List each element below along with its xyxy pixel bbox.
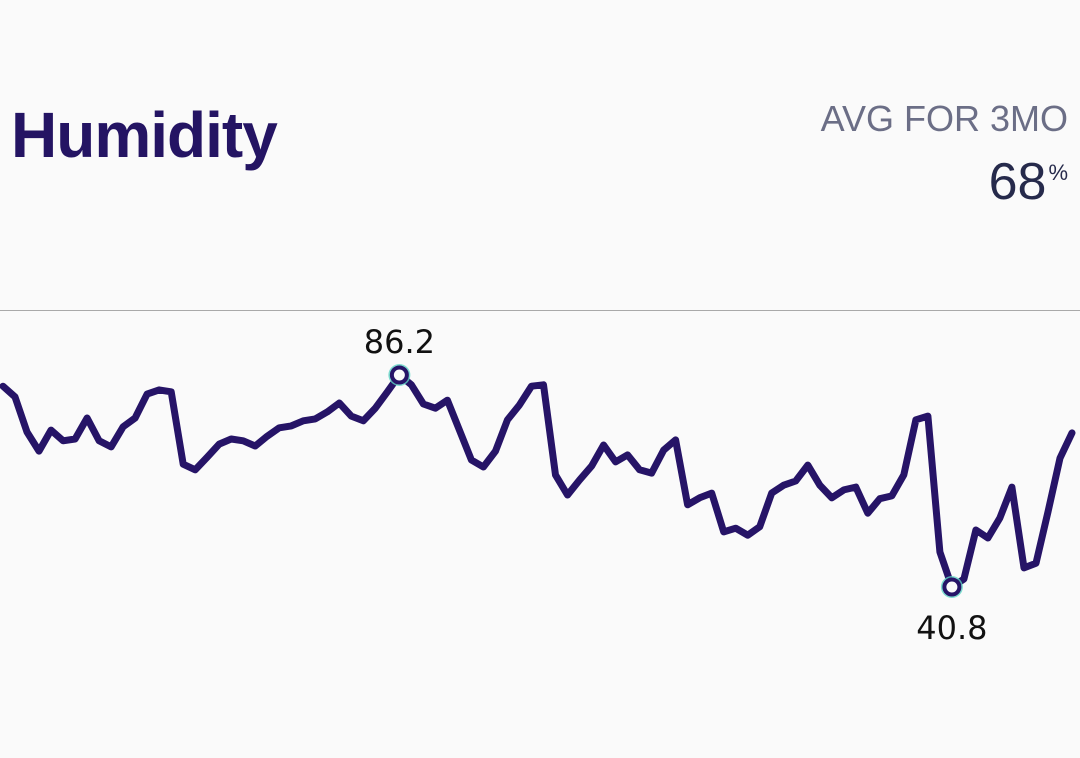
average-value: 68%	[989, 152, 1068, 212]
average-number: 68	[988, 153, 1047, 211]
min-point-marker	[942, 577, 962, 597]
max-point-marker	[389, 365, 409, 385]
min-data-label: 40.8	[916, 609, 987, 647]
humidity-series-line	[0, 371, 1076, 591]
average-label: AVG FOR 3MO	[820, 98, 1068, 139]
divider	[0, 310, 1080, 311]
average-unit: %	[1048, 160, 1068, 185]
chart-title: Humidity	[11, 99, 278, 171]
max-data-label: 86.2	[364, 323, 435, 361]
